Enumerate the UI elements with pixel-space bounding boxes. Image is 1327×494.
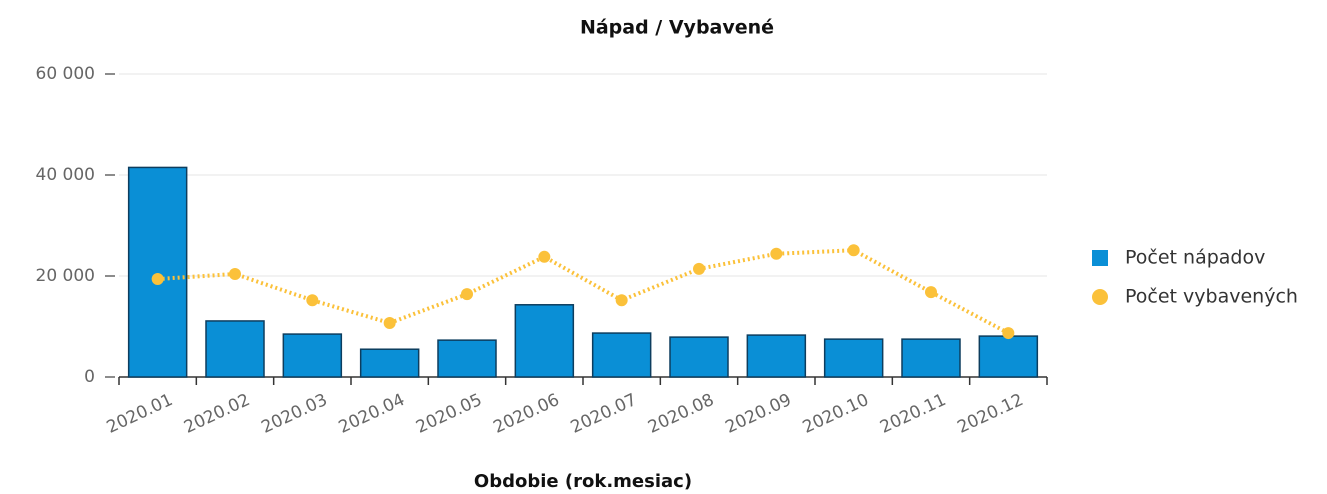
point: [925, 286, 937, 299]
x-tick-label: 2020.07: [568, 390, 640, 438]
point: [847, 244, 860, 257]
bar: [901, 338, 961, 378]
legend-swatch: [1092, 250, 1108, 266]
x-tick-label: 2020.06: [490, 390, 562, 438]
y-tick-label: 20 000: [36, 266, 95, 286]
point: [538, 250, 551, 263]
x-tick-label: 2020.09: [722, 390, 794, 438]
legend-label: Počet vybavených: [1125, 286, 1298, 308]
bar: [127, 166, 188, 378]
bar: [205, 320, 265, 378]
x-tick-label: 2020.01: [104, 390, 176, 438]
point: [461, 288, 473, 301]
point: [151, 273, 164, 286]
x-tick-label: 2020.02: [181, 390, 253, 438]
bar: [978, 335, 1039, 378]
bar: [282, 333, 343, 378]
y-tick-label: 60 000: [36, 64, 95, 84]
y-tick-label: 0: [84, 367, 95, 387]
x-tick-label: 2020.10: [800, 390, 872, 438]
legend-swatch: [1092, 289, 1108, 305]
bar: [437, 339, 497, 378]
line: [157, 248, 1010, 335]
bar: [669, 336, 729, 378]
point: [770, 247, 783, 260]
chart-title: Nápad / Vybavené: [580, 17, 774, 39]
x-tick-label: 2020.04: [336, 390, 408, 438]
x-tick-label: 2020.11: [877, 390, 949, 438]
bar: [823, 338, 884, 378]
point: [306, 294, 319, 307]
point: [229, 267, 241, 280]
point: [1002, 327, 1015, 340]
bar: [591, 332, 652, 378]
y-tick-label: 40 000: [36, 165, 95, 185]
bar: [514, 304, 575, 378]
bar: [359, 348, 420, 378]
bar: [746, 334, 807, 378]
point: [383, 316, 396, 329]
x-tick-label: 2020.03: [258, 390, 330, 438]
x-tick-label: 2020.05: [413, 390, 485, 438]
legend-label: Počet nápadov: [1125, 247, 1265, 269]
x-tick-label: 2020.12: [954, 390, 1026, 438]
point: [693, 262, 705, 275]
point: [615, 294, 628, 307]
x-tick-label: 2020.08: [645, 390, 717, 438]
x-axis-title: Obdobie (rok.mesiac): [474, 471, 692, 492]
